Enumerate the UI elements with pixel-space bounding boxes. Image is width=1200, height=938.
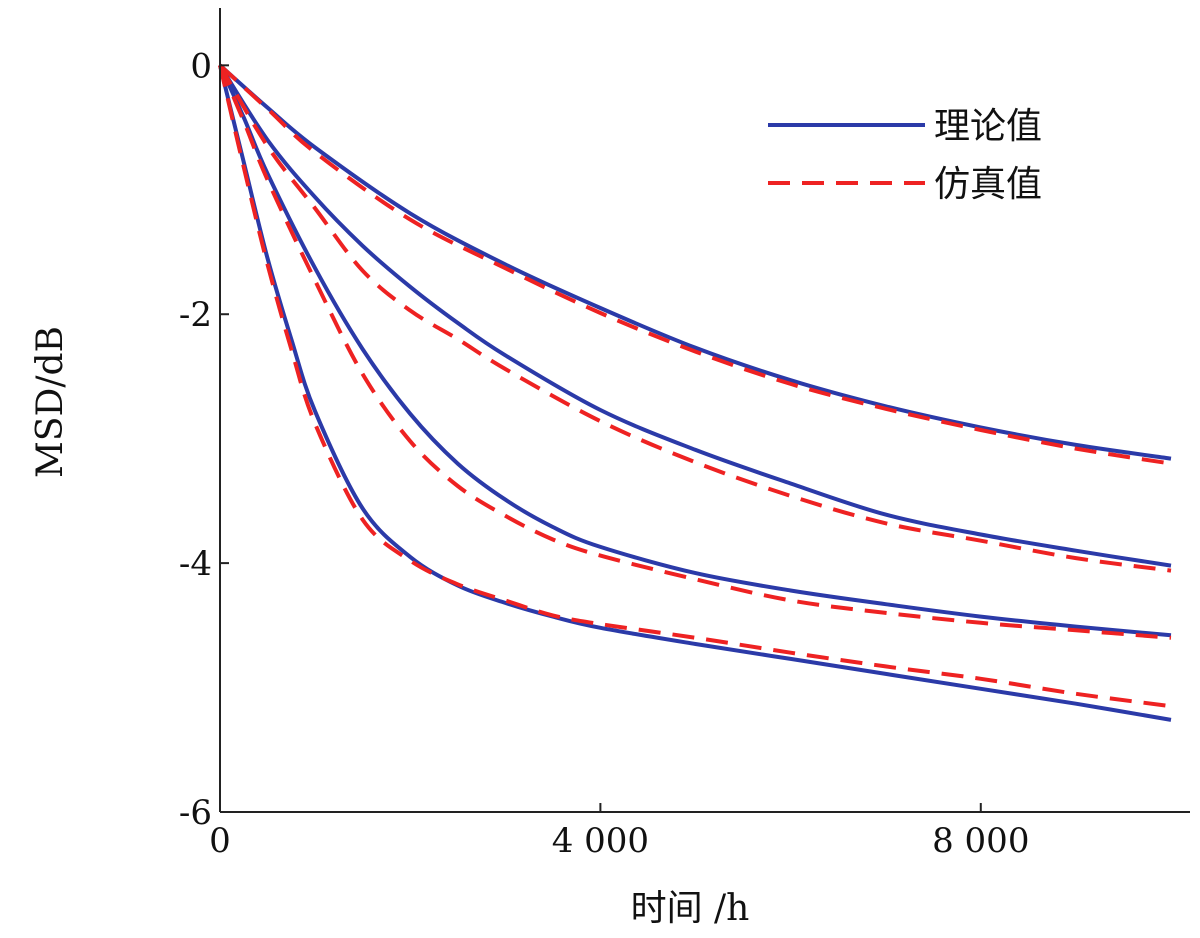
simulation-line-1 [218,63,1172,466]
y-tick-label: -2 [179,295,212,335]
series-lines [218,63,1172,722]
y-axis-label: MSD/dB [30,326,71,478]
simulation-line-3 [218,64,1172,640]
x-tick-label: 8 000 [932,821,1029,861]
theory-line-2 [218,64,1172,568]
tick-labels: 0 4 000 8 000 0 -2 -4 -6 [179,46,1030,861]
simulation-line-2 [218,64,1172,573]
y-tick-label: 0 [190,46,212,86]
x-tick-label: 4 000 [552,821,649,861]
axes [219,8,1190,813]
y-tick-label: -4 [179,544,212,584]
y-tick-label: -6 [179,793,212,833]
legend-label-simulation: 仿真值 [934,164,1042,205]
legend: 理论值 仿真值 [768,106,1042,205]
x-axis-label: 时间 /h [631,888,750,929]
theory-line-3 [218,64,1172,638]
legend-label-theory: 理论值 [934,106,1042,147]
x-tick-label: 0 [209,821,231,861]
simulation-line-4 [218,64,1172,709]
theory-line-1 [218,63,1172,461]
theory-line-4 [218,64,1172,722]
